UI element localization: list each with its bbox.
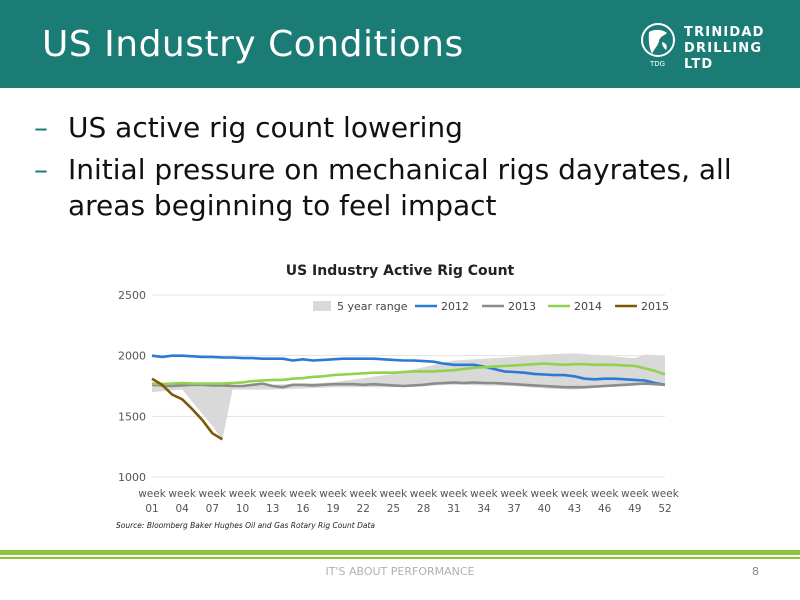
x-tick-label-number: 07 [206, 503, 219, 515]
logo-subtext: TDG [650, 60, 666, 68]
x-tick-label-week: week [410, 488, 439, 500]
x-tick-label-number: 34 [477, 503, 491, 515]
x-tick-label-number: 52 [658, 503, 671, 515]
x-tick-label-week: week [319, 488, 348, 500]
x-tick-label-week: week [440, 488, 469, 500]
legend-label: 2012 [441, 300, 469, 313]
x-tick-label-number: 46 [598, 503, 612, 515]
x-tick-label-week: week [380, 488, 409, 500]
series-line-2015 [151, 377, 224, 441]
logo-line-2: DRILLING LTD [684, 41, 763, 72]
x-tick-label-week: week [591, 488, 620, 500]
series-line-2013 [151, 381, 666, 389]
header-bar: US Industry Conditions TRINIDAD DRILLING… [0, 0, 800, 88]
x-tick-label-week: week [651, 488, 680, 500]
x-tick-label-week: week [168, 488, 197, 500]
page-number: 8 [752, 565, 759, 578]
company-logo: TRINIDAD DRILLING LTD TDG [638, 18, 788, 76]
legend-label: 2015 [641, 300, 669, 313]
x-tick-label-number: 25 [387, 503, 400, 515]
footer-rule [0, 550, 800, 555]
x-tick-label-number: 19 [326, 503, 339, 515]
x-tick-label-number: 37 [507, 503, 520, 515]
x-tick-label-week: week [621, 488, 650, 500]
legend-label: 2014 [574, 300, 602, 313]
bullet-dash-icon: – [34, 111, 48, 144]
logo-line-1: TRINIDAD [684, 25, 765, 40]
x-tick-label-number: 01 [145, 503, 158, 515]
y-tick-label: 2000 [118, 350, 146, 363]
x-tick-label-number: 28 [417, 503, 430, 515]
y-tick-label: 1000 [118, 471, 146, 484]
x-tick-label-number: 13 [266, 503, 279, 515]
footer-tagline: IT'S ABOUT PERFORMANCE [325, 565, 475, 578]
y-tick-label: 1500 [118, 410, 146, 423]
logo-wordmark: TRINIDAD DRILLING LTD [684, 25, 788, 73]
series-line-2014 [151, 362, 666, 386]
trinidad-globe-icon [641, 23, 675, 57]
x-tick-label-week: week [138, 488, 167, 500]
bullet-item: – US active rig count lowering [34, 110, 754, 146]
x-tick-label-number: 04 [175, 503, 189, 515]
five-year-range-area [152, 353, 665, 440]
x-tick-label-week: week [199, 488, 228, 500]
rig-count-chart: US Industry Active Rig Count 1000 1500 200… [116, 263, 680, 530]
x-tick-label-week: week [470, 488, 499, 500]
bullet-text: Initial pressure on mechanical rigs dayr… [68, 153, 732, 222]
x-tick-label-week: week [289, 488, 318, 500]
legend-swatch-range [313, 301, 331, 311]
x-tick-label-number: 49 [628, 503, 641, 515]
bullet-text: US active rig count lowering [68, 111, 463, 144]
x-tick-label-week: week [229, 488, 258, 500]
bullet-list: – US active rig count lowering – Initial… [34, 110, 754, 230]
x-tick-label-week: week [259, 488, 288, 500]
series-line-2012 [151, 354, 666, 387]
chart-title: US Industry Active Rig Count [286, 263, 515, 279]
y-tick-label: 2500 [118, 289, 146, 302]
legend-label: 2013 [508, 300, 536, 313]
legend-label: 5 year range [337, 300, 408, 313]
x-tick-label-week: week [561, 488, 590, 500]
bullet-dash-icon: – [34, 153, 48, 186]
x-tick-label-week: week [349, 488, 378, 500]
x-tick-label-number: 22 [357, 503, 370, 515]
x-tick-label-week: week [530, 488, 559, 500]
x-tick-label-week: week [500, 488, 529, 500]
x-tick-label-number: 10 [236, 503, 249, 515]
x-tick-label-number: 43 [568, 503, 581, 515]
x-tick-label-number: 16 [296, 503, 310, 515]
slide-title: US Industry Conditions [42, 24, 464, 65]
footer-rule-thin [0, 557, 800, 559]
bullet-item: – Initial pressure on mechanical rigs da… [34, 152, 754, 224]
x-tick-label-number: 31 [447, 503, 460, 515]
x-tick-label-number: 40 [538, 503, 551, 515]
chart-source-note: Source: Bloomberg Baker Hughes Oil and G… [116, 521, 375, 530]
